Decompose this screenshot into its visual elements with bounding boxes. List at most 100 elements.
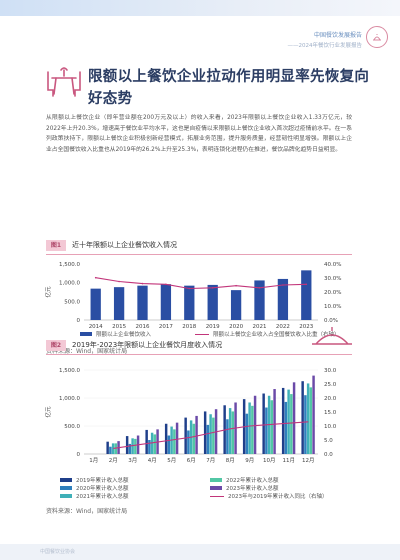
header-subtitle: ——2024年餐饮行业发展报告 <box>287 43 363 49</box>
chart1-ytick-right: 10.0% <box>324 304 341 310</box>
chart2-ytick-right: 5.0 <box>324 438 333 444</box>
restaurant-icon <box>366 26 388 48</box>
chart2-bar <box>167 435 171 454</box>
figure2-source: 资料来源：Wind，国家统计局 <box>46 508 128 515</box>
restaurant-icon <box>312 327 352 345</box>
chart2-xtick: 3月 <box>128 457 137 464</box>
figure1-title: 近十年限额以上企业餐饮收入情况 <box>72 241 177 249</box>
chart1-xtick: 2020 <box>229 324 243 330</box>
footer-text: 中国餐饮业协会 <box>40 549 76 555</box>
chart1-ytick-right: 30.0% <box>324 276 341 282</box>
chart1-ratio-point <box>118 280 120 283</box>
chart2-ytick-left: 1,500.0 <box>59 368 80 374</box>
chart1-bar <box>301 270 312 320</box>
chart1-bar <box>160 284 172 320</box>
chart2-bar <box>187 430 190 454</box>
chart2-bar <box>287 389 290 454</box>
chart2-xtick: 9月 <box>245 457 254 464</box>
chart1-ratio-point <box>165 283 167 286</box>
chart2-bar <box>251 405 254 454</box>
chart2-xtick: 12月 <box>302 457 315 464</box>
chart2-ytick-right: 25.0 <box>324 382 337 388</box>
chart1-ytick-left: 0 <box>77 318 81 324</box>
chart2-bar <box>128 443 132 454</box>
page-title: 限额以上餐饮企业拉动作用明显率先恢复向好态势 <box>88 69 370 107</box>
chart2-svg: 0 500.0 1,000.0 1,500.0 0.0 5.0 10.0 15.0 20.0 25… <box>44 368 337 464</box>
chart2-legend: 2019年累计收入总额 2020年累计收入总额 2021年累计收入总额 2022… <box>60 476 360 504</box>
legend1-item: 限额以上企业餐饮收入 <box>80 330 151 338</box>
chart2-ytick-left: 500.0 <box>64 424 80 430</box>
chart1-legend: 限额以上企业餐饮收入 限额以上餐饮企业收入占全国餐饮收入比重（右轴） <box>80 330 360 340</box>
chart2-ylabel: 亿元 <box>44 406 52 418</box>
page-header: 中国餐饮发展报告 ——2024年餐饮行业发展报告 <box>287 26 388 49</box>
chart2-bar <box>175 422 179 454</box>
chart1-xtick: 2015 <box>112 324 126 330</box>
chart2-bar <box>148 440 151 454</box>
chart2-bar <box>301 381 304 454</box>
chart2-bar <box>253 395 257 454</box>
chart1-ratio-point <box>141 282 144 285</box>
chart2-xtick: 6月 <box>187 457 196 464</box>
chart1-ytick-left: 1,500.0 <box>59 262 80 268</box>
chart2-ytick-right: 30.0 <box>324 368 337 374</box>
figure2-header: 图2 2019年-2023年限额以上企业餐饮月度收入情况 <box>46 338 352 355</box>
figure1-tag: 图1 <box>46 240 66 251</box>
chart1-ytick-left: 1,000.0 <box>59 281 80 287</box>
page-footer: 中国餐饮业协会 <box>0 544 400 560</box>
chart1-bar <box>230 290 242 320</box>
chart2-xtick: 8月 <box>226 457 235 464</box>
chart2-bar <box>228 408 232 454</box>
chart2-bar <box>309 387 313 454</box>
chart2-bar <box>262 393 265 454</box>
chart2-bar <box>111 443 115 454</box>
chart2-bar <box>206 424 210 454</box>
chart2-xtick: 10月 <box>263 457 276 464</box>
figure2-title: 2019年-2023年限额以上企业餐饮月度收入情况 <box>72 341 223 349</box>
chart2-ytick-right: 15.0 <box>324 410 337 416</box>
chart2-xtick: 1月 <box>89 457 98 464</box>
chart1-bar <box>113 287 125 320</box>
chart2-bar <box>306 383 310 454</box>
chart2-bar <box>145 429 148 454</box>
legend2-item: 2023年与2019年累计收入同比（右轴） <box>210 492 328 500</box>
chart2-bar <box>226 419 229 454</box>
chart1-ratio-point <box>188 287 191 290</box>
chart1-xtick: 2016 <box>136 324 150 330</box>
legend2-item: 2023年累计收入总额 <box>210 484 279 492</box>
chart1-xtick: 2014 <box>89 324 103 330</box>
chart1-xtick: 2021 <box>253 324 267 330</box>
chart1-ylabel: 亿元 <box>44 286 52 298</box>
legend2-item: 2020年累计收入总额 <box>60 484 129 492</box>
chart2-ytick-left: 1,000.0 <box>59 396 80 402</box>
legend1-item: 限额以上餐饮企业收入占全国餐饮收入比重（右轴） <box>195 330 340 338</box>
chart1-ytick-left: 500.0 <box>64 299 80 305</box>
chart2-xtick: 7月 <box>206 457 215 464</box>
chart2-bar <box>312 375 315 454</box>
chart2-bar <box>212 417 215 454</box>
chart2-bar <box>125 436 129 454</box>
chart2-xtick: 5月 <box>167 457 176 464</box>
chart2-xtick: 4月 <box>148 457 157 464</box>
chart2-bar <box>106 441 109 454</box>
header-title: 中国餐饮发展报告 <box>313 32 362 39</box>
chart2-bar <box>304 395 307 454</box>
chart1-bar <box>277 278 289 320</box>
body-paragraph: 从限额以上餐饮企业（即年营业额在200万元及以上）的收入来看，2023年限额以上… <box>46 115 352 153</box>
chart1: 0 500.0 1,000.0 1,500.0 0.0% 10.0% 20.0% 30.0% 4… <box>40 258 360 334</box>
figure1-source: 资料来源：Wind，国家统计局 <box>46 348 128 355</box>
chart2-bar <box>209 414 212 454</box>
chart2-bar <box>192 423 196 454</box>
legend2-item: 2019年累计收入总额 <box>60 476 129 484</box>
chart1-svg: 0 500.0 1,000.0 1,500.0 0.0% 10.0% 20.0% 30.0% 4… <box>44 262 341 330</box>
chart2-yoy-line <box>113 421 309 449</box>
chart1-xtick: 2023 <box>299 324 313 330</box>
chart2-ytick-left: 0 <box>77 452 81 458</box>
chart2-bar <box>173 429 176 454</box>
chart2-bar <box>265 407 268 454</box>
chart1-xtick: 2022 <box>276 324 290 330</box>
chart2-xtick: 2月 <box>109 457 118 464</box>
chart1-bar <box>207 284 218 320</box>
chart2: 0 500.0 1,000.0 1,500.0 0.0 5.0 10.0 15.0 20.0 25… <box>40 362 360 478</box>
chart1-xtick: 2017 <box>159 324 173 330</box>
chart2-bar <box>290 394 293 454</box>
